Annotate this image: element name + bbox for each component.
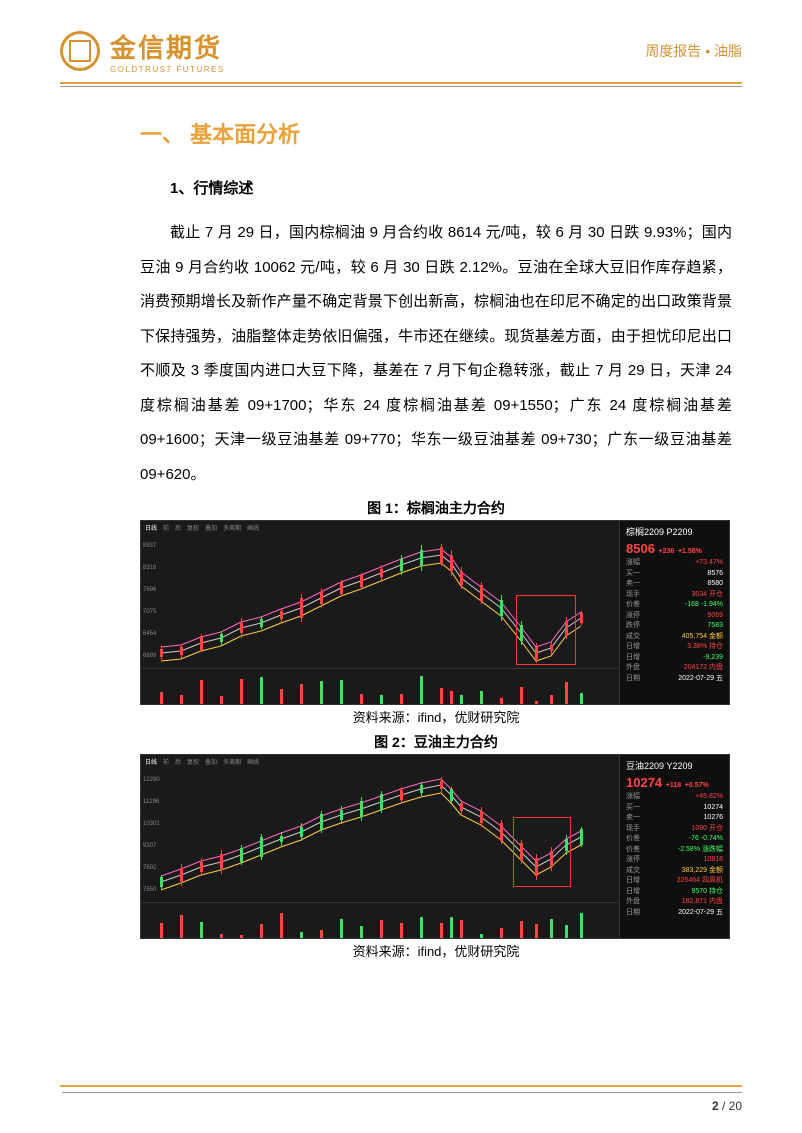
chart1-panel: 棕榈2209 P2209 8506 +236 +1.58% 涨幅+73.47%买… bbox=[619, 521, 729, 704]
chart1-panel-rows: 涨幅+73.47%买一8576卖一8580现手3034 开仓价差-168 -1.… bbox=[626, 558, 723, 684]
chart2-caption: 图 2：豆油主力合约 bbox=[140, 732, 732, 752]
page-content: 一、 基本面分析 1、行情综述 截止 7 月 29 日，国内棕榈油 9 月合约收… bbox=[0, 87, 802, 960]
chart1-highlight-box bbox=[516, 595, 576, 665]
section-title-text: 基本面分析 bbox=[190, 122, 300, 147]
chart1-source: 资料来源：ifind，优财研究院 bbox=[140, 707, 732, 726]
section-number: 一、 bbox=[140, 122, 184, 147]
chart1-plot: 893783167696707564546699 bbox=[141, 533, 621, 705]
chart2-hline bbox=[141, 902, 621, 903]
footer-divider bbox=[60, 1085, 742, 1087]
header-divider-orange bbox=[60, 82, 742, 84]
body-paragraph: 截止 7 月 29 日，国内棕榈油 9 月合约收 8614 元/吨，较 6 月 … bbox=[140, 216, 732, 492]
chart2-volume bbox=[141, 905, 621, 939]
chart1-volume bbox=[141, 671, 621, 705]
page-current: 2 bbox=[712, 1099, 719, 1113]
chart1-hline bbox=[141, 668, 621, 669]
report-tag: 周度报告 • 油脂 bbox=[645, 41, 742, 61]
logo-icon bbox=[60, 31, 100, 71]
chart2-container: 日线前后复权叠加多周期画线 12290112961030193077602755… bbox=[140, 754, 730, 939]
chart2-plot: 122901129610301930776027550 bbox=[141, 767, 621, 939]
chart2-panel: 豆油2209 Y2209 10274 +118 +0.57% 涨幅+45.82%… bbox=[619, 755, 729, 938]
page-header: 金信期货 GOLDTRUST FUTURES 周度报告 • 油脂 bbox=[0, 0, 802, 82]
chart2-panel-rows: 涨幅+45.82%买一10274卖一10276现手1090 开仓价差-76 -0… bbox=[626, 792, 723, 918]
chart1-container: 日线前后复权叠加多周期画线 893783167696707564546699 棕… bbox=[140, 520, 730, 705]
chart2-price: 10274 +118 +0.57% bbox=[626, 775, 723, 790]
page-total: 20 bbox=[729, 1099, 742, 1113]
company-name-cn: 金信期货 bbox=[110, 28, 225, 65]
subsection-title: 1、行情综述 bbox=[140, 177, 732, 198]
chart2-source: 资料来源：ifind，优财研究院 bbox=[140, 941, 732, 960]
logo-block: 金信期货 GOLDTRUST FUTURES bbox=[60, 28, 225, 74]
page-footer: 2 / 20 bbox=[62, 1092, 742, 1113]
chart2-highlight-box bbox=[513, 817, 571, 887]
section-title: 一、 基本面分析 bbox=[140, 117, 732, 149]
chart1-price: 8506 +236 +1.58% bbox=[626, 541, 723, 556]
chart1-caption: 图 1：棕榈油主力合约 bbox=[140, 498, 732, 518]
chart2-contract: 豆油2209 Y2209 bbox=[626, 759, 693, 772]
company-name-en: GOLDTRUST FUTURES bbox=[110, 65, 225, 74]
chart1-contract: 棕榈2209 P2209 bbox=[626, 525, 693, 538]
